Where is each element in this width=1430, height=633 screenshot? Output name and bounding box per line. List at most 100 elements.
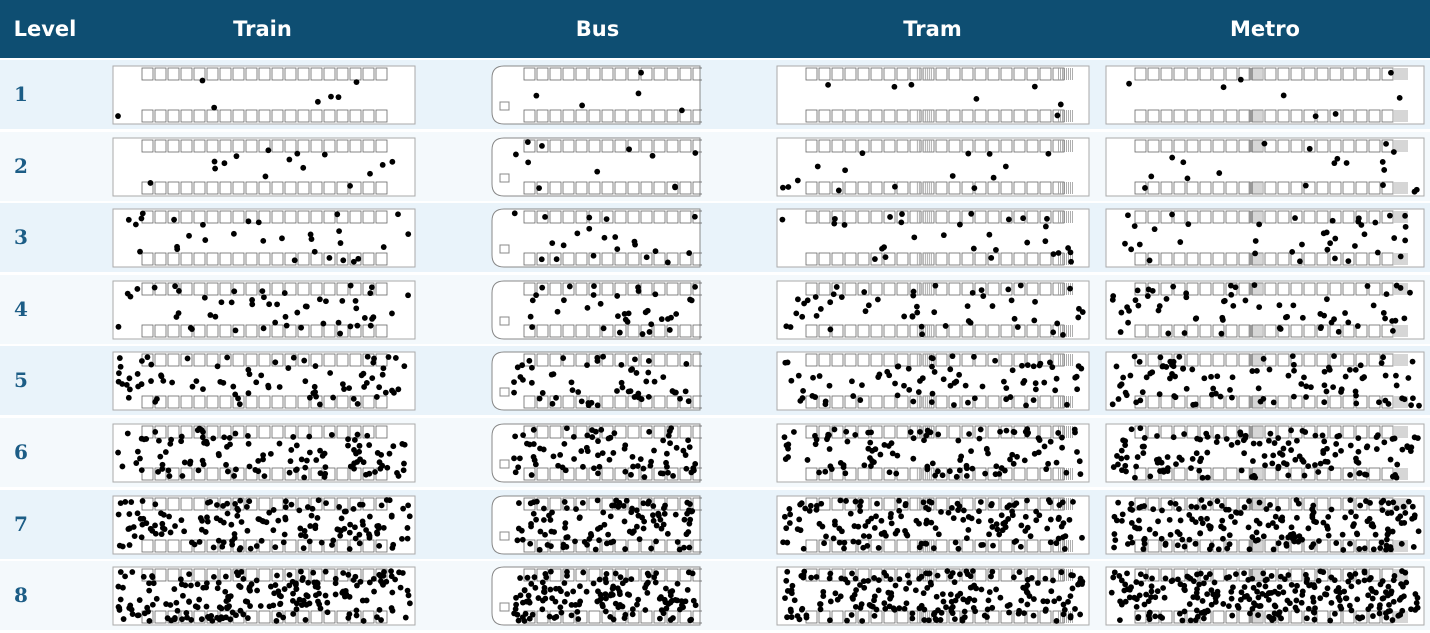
passenger-dot (1140, 450, 1146, 456)
passenger-dot (1171, 393, 1177, 399)
passenger-dot (595, 497, 601, 503)
passenger-dot (1019, 363, 1025, 369)
passenger-dot (1327, 240, 1333, 246)
passenger-dot (952, 380, 958, 386)
passenger-dot (935, 607, 941, 613)
passenger-dot (288, 447, 294, 453)
passenger-dot (692, 284, 698, 290)
passenger-dot (368, 323, 374, 329)
header-cell: Level (0, 0, 90, 58)
passenger-dot (197, 539, 203, 545)
passenger-dot (680, 605, 686, 611)
passenger-dot (1224, 545, 1230, 551)
passenger-dot (598, 592, 604, 598)
passenger-dot (1241, 450, 1247, 456)
passenger-dot (214, 515, 220, 521)
passenger-dot (856, 539, 862, 545)
passenger-dot (934, 594, 940, 600)
passenger-dot (652, 379, 658, 385)
passenger-dot (240, 612, 246, 618)
passenger-dot (360, 518, 366, 524)
passenger-dot (346, 386, 352, 392)
passenger-dot (595, 438, 601, 444)
passenger-dot (224, 444, 230, 450)
passenger-dot (336, 320, 342, 326)
passenger-dot (347, 529, 353, 535)
passenger-dot (133, 460, 139, 466)
passenger-dot (1054, 460, 1060, 466)
passenger-dot (1048, 539, 1054, 545)
passenger-dot (1347, 497, 1353, 503)
passenger-dot (364, 598, 370, 604)
passenger-dot (203, 585, 209, 591)
passenger-dot (579, 399, 585, 405)
passenger-dot (952, 616, 958, 622)
passenger-dot (947, 367, 953, 373)
passenger-dot (1391, 235, 1397, 241)
passenger-dot (117, 356, 123, 362)
passenger-dot (1290, 354, 1296, 360)
bus-floor-plan (490, 565, 702, 627)
passenger-dot (953, 539, 959, 545)
passenger-dot (656, 512, 662, 518)
passenger-dot (1072, 375, 1078, 381)
passenger-dot (1043, 224, 1049, 230)
passenger-dot (1221, 298, 1227, 304)
passenger-dot (931, 309, 937, 315)
passenger-dot (634, 370, 640, 376)
passenger-dot (1345, 319, 1351, 325)
passenger-dot (542, 596, 548, 602)
passenger-dot (343, 588, 349, 594)
passenger-dot (539, 285, 545, 291)
passenger-dot (1252, 251, 1258, 257)
passenger-dot (1392, 472, 1398, 478)
passenger-dot (792, 598, 798, 604)
train-floor-plan (112, 279, 416, 341)
passenger-dot (576, 602, 582, 608)
passenger-dot (1352, 243, 1358, 249)
passenger-dot (355, 432, 361, 438)
tram-floor-plan (776, 207, 1090, 269)
passenger-dot (364, 433, 370, 439)
passenger-dot (384, 465, 390, 471)
passenger-dot (1241, 571, 1247, 577)
passenger-dot (1329, 506, 1335, 512)
passenger-dot (258, 603, 264, 609)
passenger-dot (233, 327, 239, 333)
bus-floor-plan (490, 279, 702, 341)
passenger-dot (323, 593, 329, 599)
passenger-dot (988, 517, 994, 523)
passenger-dot (294, 443, 300, 449)
passenger-dot (1333, 540, 1339, 546)
passenger-dot (906, 366, 912, 372)
passenger-dot (584, 432, 590, 438)
passenger-dot (580, 464, 586, 470)
passenger-dot (512, 433, 518, 439)
passenger-dot (1340, 547, 1346, 553)
passenger-dot (547, 587, 553, 593)
passenger-dot (1207, 571, 1213, 577)
passenger-dot (245, 615, 251, 621)
passenger-dot (567, 283, 573, 289)
passenger-dot (626, 146, 632, 152)
passenger-dot (1054, 376, 1060, 382)
passenger-dot (991, 174, 997, 180)
passenger-dot (1125, 320, 1131, 326)
passenger-dot (1156, 456, 1162, 462)
passenger-dot (265, 383, 271, 389)
passenger-dot (810, 375, 816, 381)
passenger-dot (225, 469, 231, 475)
passenger-dot (992, 358, 998, 364)
passenger-dot (245, 527, 251, 533)
passenger-dot (1042, 444, 1048, 450)
passenger-dot (1258, 603, 1264, 609)
passenger-dot (667, 440, 673, 446)
passenger-dot (1168, 531, 1174, 537)
passenger-dot (118, 569, 124, 575)
bus-floor-plan (490, 494, 702, 556)
passenger-dot (1148, 594, 1154, 600)
passenger-dot (1229, 596, 1235, 602)
passenger-dot (664, 464, 670, 470)
passenger-dot (687, 444, 693, 450)
passenger-dot (859, 383, 865, 389)
